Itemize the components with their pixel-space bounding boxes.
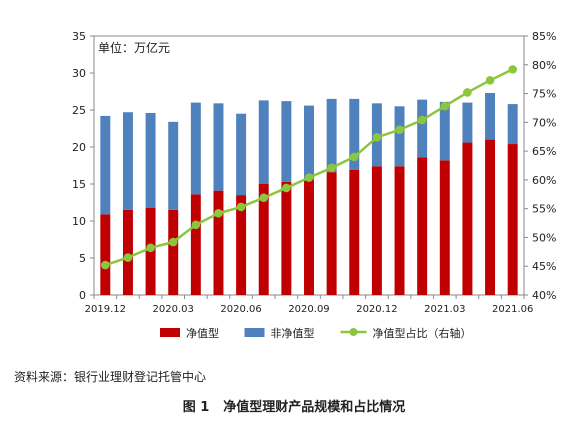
bar-non-net-value — [145, 112, 156, 208]
bar-net-value — [168, 209, 179, 295]
bar-net-value — [371, 166, 382, 295]
bar-non-net-value — [122, 112, 133, 210]
bar-net-value — [304, 179, 314, 295]
legend-label: 非净值型 — [271, 326, 315, 340]
bar-net-value — [100, 214, 111, 295]
ratio-point — [259, 193, 269, 203]
chart: 0 5 10 15 20 25 30 35 40% 45% 50% 55% 60% 65% 70% 75% 80… — [72, 30, 556, 340]
figure-number: 图 1 — [182, 400, 210, 415]
left-axis-tick-label: 20 — [72, 141, 86, 154]
bar-non-net-value — [507, 104, 518, 145]
right-axis-tick-label: 50% — [532, 231, 556, 244]
legend-swatch-net-value — [160, 328, 180, 337]
ratio-point — [304, 173, 314, 182]
right-axis-tick-label: 60% — [532, 174, 556, 187]
left-axis-tick-label: 0 — [79, 289, 86, 302]
legend-swatch-ratio-point — [349, 328, 358, 336]
bar-non-net-value — [100, 115, 111, 215]
bar-non-net-value — [304, 105, 314, 180]
left-axis-tick-label: 35 — [72, 30, 86, 43]
bar-net-value — [417, 157, 428, 295]
bar-non-net-value — [485, 92, 496, 140]
bar-net-value — [507, 144, 518, 295]
x-axis-tick-label: 2019.12 — [85, 304, 126, 315]
chart-area: 0 5 10 15 20 25 30 35 40% 45% 50% 55% 60% 65% 70% 75% 80… — [72, 30, 556, 340]
right-axis-tick-label: 40% — [532, 289, 556, 302]
bar-non-net-value — [258, 100, 269, 184]
ratio-point — [440, 101, 450, 111]
bar-non-net-value — [394, 106, 405, 167]
bar-net-value — [485, 139, 496, 295]
ratio-point — [485, 76, 495, 85]
right-axis-tick-label: 45% — [532, 260, 556, 273]
ratio-point — [123, 253, 133, 262]
figure-title: 净值型理财产品规模和占比情况 — [223, 400, 406, 415]
x-axis-tick-label: 2021.03 — [424, 304, 465, 315]
bar-net-value — [122, 209, 133, 295]
bar-net-value — [394, 166, 405, 295]
bar-net-value — [462, 142, 473, 295]
bar-net-value — [190, 194, 201, 295]
right-axis-tick-label: 75% — [532, 88, 556, 101]
ratio-point — [349, 152, 359, 162]
x-axis-tick-label: 2020.03 — [153, 304, 194, 315]
ratio-point — [327, 163, 336, 173]
unit-label: 单位：万亿元 — [98, 40, 170, 55]
ratio-point — [214, 208, 223, 218]
ratio-point — [508, 65, 517, 74]
x-axis-tick-label: 2020.12 — [356, 304, 397, 315]
bar-non-net-value — [236, 113, 247, 196]
left-axis-tick-label: 30 — [72, 67, 86, 80]
right-axis-tick-label: 65% — [532, 145, 556, 158]
bar-non-net-value — [417, 99, 428, 158]
figure-caption: 图 1 净值型理财产品规模和占比情况 — [0, 396, 588, 415]
right-axis-tick-label: 85% — [532, 30, 556, 43]
bar-net-value — [439, 160, 450, 295]
bar-net-value — [326, 172, 337, 295]
legend-label: 净值型占比（右轴） — [373, 326, 472, 340]
left-axis-tick-label: 25 — [72, 104, 86, 117]
ratio-point — [236, 202, 246, 212]
bar-non-net-value — [462, 102, 473, 143]
ratio-point — [417, 115, 427, 125]
bar-net-value — [258, 184, 269, 295]
bar-net-value — [213, 190, 224, 295]
ratio-point — [395, 125, 404, 135]
bar-net-value — [281, 181, 292, 295]
source-note: 资料来源：银行业理财登记托管中心 — [14, 370, 207, 384]
left-axis-tick-label: 15 — [72, 178, 86, 191]
bar-non-net-value — [168, 121, 179, 210]
bar-net-value — [349, 169, 360, 295]
right-axis-tick-label: 80% — [532, 59, 556, 72]
bar-net-value — [236, 195, 247, 295]
ratio-point — [463, 88, 472, 97]
bar-non-net-value — [439, 101, 450, 161]
right-axis-tick-label: 55% — [532, 203, 556, 216]
ratio-point — [146, 243, 155, 253]
x-axis-tick-label: 2020.09 — [288, 304, 329, 315]
left-axis-tick-label: 10 — [72, 215, 86, 228]
ratio-point — [168, 237, 178, 247]
left-axis-tick-label: 5 — [79, 252, 86, 265]
right-axis-tick-label: 70% — [532, 116, 556, 129]
ratio-point — [191, 220, 201, 230]
x-axis-tick-label: 2021.06 — [492, 304, 533, 315]
bar-non-net-value — [281, 101, 292, 182]
legend-swatch-non-net-value — [244, 328, 265, 337]
ratio-point — [282, 183, 291, 193]
ratio-point — [372, 132, 382, 142]
bar-non-net-value — [213, 103, 224, 191]
ratio-point — [101, 260, 110, 270]
x-axis-tick-label: 2020.06 — [220, 304, 261, 315]
bar-non-net-value — [326, 98, 337, 173]
bar-non-net-value — [190, 102, 201, 195]
bar-non-net-value — [349, 98, 360, 170]
legend-label: 净值型 — [186, 326, 219, 340]
